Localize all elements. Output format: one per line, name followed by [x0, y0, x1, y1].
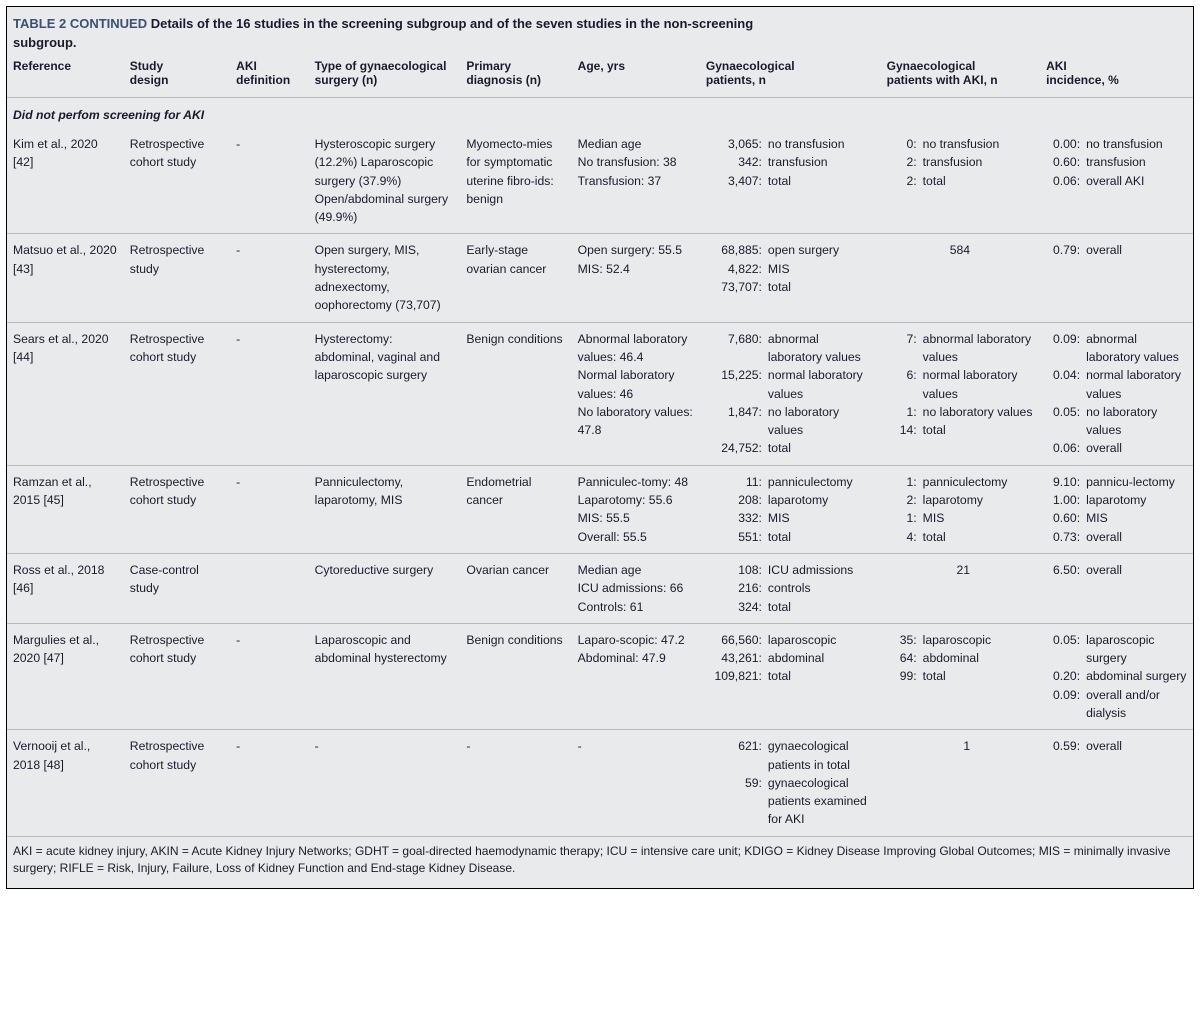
- cell-age: -: [572, 730, 700, 836]
- cell-diagnosis: Ovarian cancer: [460, 553, 571, 623]
- cell-age: Laparo-scopic: 47.2Abdominal: 47.9: [572, 623, 700, 729]
- cell-surgery: Laparoscopic and abdominal hysterectomy: [309, 623, 461, 729]
- cell-surgery: -: [309, 730, 461, 836]
- cell-diagnosis: Myomecto-mies for symptomatic uterine fi…: [460, 128, 571, 234]
- table-row: Sears et al., 2020 [44]Retrospective coh…: [7, 322, 1193, 465]
- cell-patients-aki: 35:laparoscopic64:abdominal99:total: [881, 623, 1040, 729]
- cell-patients-aki: 0:no transfusion2:transfusion2:total: [881, 128, 1040, 234]
- cell-design: Retrospective cohort study: [124, 322, 230, 465]
- table-container: TABLE 2 CONTINUED Details of the 16 stud…: [6, 6, 1194, 889]
- column-header: Reference: [7, 57, 124, 98]
- cell-aki-def: -: [230, 623, 308, 729]
- cell-surgery: Open surgery, MIS, hysterectomy, adnexec…: [309, 234, 461, 322]
- cell-diagnosis: Early-stage ovarian cancer: [460, 234, 571, 322]
- cell-reference: Ramzan et al., 2015 [45]: [7, 465, 124, 553]
- table-row: Vernooij et al., 2018 [48]Retrospective …: [7, 730, 1193, 836]
- cell-surgery: Hysterectomy: abdominal, vaginal and lap…: [309, 322, 461, 465]
- cell-surgery: Hysteroscopic surgery (12.2%) Laparoscop…: [309, 128, 461, 234]
- cell-age: Abnormal laboratory values: 46.4Normal l…: [572, 322, 700, 465]
- cell-patients: 7,680:abnormal laboratory values15,225:n…: [700, 322, 881, 465]
- cell-surgery: Cytoreductive surgery: [309, 553, 461, 623]
- cell-age: Median ageICU admissions: 66 Controls: 6…: [572, 553, 700, 623]
- cell-aki-def: -: [230, 730, 308, 836]
- cell-diagnosis: Endometrial cancer: [460, 465, 571, 553]
- cell-diagnosis: Benign conditions: [460, 623, 571, 729]
- table-body: Did not perfom screening for AKIKim et a…: [7, 97, 1193, 836]
- column-header: Gynaecologicalpatients with AKI, n: [881, 57, 1040, 98]
- cell-reference: Matsuo et al., 2020 [43]: [7, 234, 124, 322]
- cell-aki-def: -: [230, 128, 308, 234]
- column-header: AKIincidence, %: [1040, 57, 1193, 98]
- cell-diagnosis: -: [460, 730, 571, 836]
- cell-patients: 11:panniculectomy208:laparotomy332:MIS55…: [700, 465, 881, 553]
- cell-design: Retrospective cohort study: [124, 730, 230, 836]
- cell-reference: Vernooij et al., 2018 [48]: [7, 730, 124, 836]
- cell-design: Retrospective study: [124, 234, 230, 322]
- cell-age: Open surgery: 55.5MIS: 52.4: [572, 234, 700, 322]
- table-title: TABLE 2 CONTINUED Details of the 16 stud…: [7, 7, 779, 57]
- cell-patients-aki: 584: [881, 234, 1040, 322]
- table-label: TABLE 2 CONTINUED: [13, 16, 147, 31]
- cell-patients: 621:gynaecological patients in total59:g…: [700, 730, 881, 836]
- cell-design: Retrospective cohort study: [124, 128, 230, 234]
- table-row: Ramzan et al., 2015 [45]Retrospective co…: [7, 465, 1193, 553]
- subgroup-heading: Did not perfom screening for AKI: [7, 97, 1193, 128]
- cell-incidence: 0.00:no transfusion0.60:transfusion0.06:…: [1040, 128, 1193, 234]
- cell-incidence: 0.79:overall: [1040, 234, 1193, 322]
- table-row: Matsuo et al., 2020 [43]Retrospective st…: [7, 234, 1193, 322]
- column-header: Studydesign: [124, 57, 230, 98]
- cell-design: Retrospective cohort study: [124, 465, 230, 553]
- cell-patients: 66,560:laparoscopic43,261:abdominal109,8…: [700, 623, 881, 729]
- cell-incidence: 0.09:abnormal laboratory values0.04:norm…: [1040, 322, 1193, 465]
- cell-surgery: Panniculectomy, laparotomy, MIS: [309, 465, 461, 553]
- cell-incidence: 6.50:overall: [1040, 553, 1193, 623]
- cell-age: Median ageNo transfusion: 38Transfusion:…: [572, 128, 700, 234]
- cell-reference: Margulies et al., 2020 [47]: [7, 623, 124, 729]
- cell-patients: 108:ICU admissions216:controls324:total: [700, 553, 881, 623]
- cell-patients-aki: 1: [881, 730, 1040, 836]
- cell-aki-def: -: [230, 234, 308, 322]
- column-header: Age, yrs: [572, 57, 700, 98]
- cell-age: Panniculec-tomy: 48Laparotomy: 55.6MIS: …: [572, 465, 700, 553]
- cell-reference: Kim et al., 2020 [42]: [7, 128, 124, 234]
- table-footnote: AKI = acute kidney injury, AKIN = Acute …: [7, 836, 1193, 888]
- cell-incidence: 0.59:overall: [1040, 730, 1193, 836]
- table-row: Margulies et al., 2020 [47]Retrospective…: [7, 623, 1193, 729]
- cell-patients: 3,065:no transfusion342:transfusion3,407…: [700, 128, 881, 234]
- table-row: Kim et al., 2020 [42]Retrospective cohor…: [7, 128, 1193, 234]
- cell-aki-def: -: [230, 322, 308, 465]
- cell-design: Case-control study: [124, 553, 230, 623]
- column-header: AKIdefinition: [230, 57, 308, 98]
- cell-design: Retrospective cohort study: [124, 623, 230, 729]
- column-header: Type of gynaecologicalsurgery (n): [309, 57, 461, 98]
- cell-patients-aki: 1:panniculectomy2:laparotomy1:MIS4:total: [881, 465, 1040, 553]
- column-header: Primarydiagnosis (n): [460, 57, 571, 98]
- cell-incidence: 0.05:laparoscopic surgery0.20:abdominal …: [1040, 623, 1193, 729]
- table-row: Ross et al., 2018 [46]Case-control study…: [7, 553, 1193, 623]
- table-head: ReferenceStudydesignAKIdefinitionType of…: [7, 57, 1193, 98]
- cell-aki-def: [230, 553, 308, 623]
- cell-aki-def: -: [230, 465, 308, 553]
- cell-patients: 68,885:open surgery4,822:MIS73,707:total: [700, 234, 881, 322]
- cell-reference: Ross et al., 2018 [46]: [7, 553, 124, 623]
- cell-patients-aki: 7:abnormal laboratory values6:normal lab…: [881, 322, 1040, 465]
- cell-reference: Sears et al., 2020 [44]: [7, 322, 124, 465]
- cell-patients-aki: 21: [881, 553, 1040, 623]
- column-header: Gynaecologicalpatients, n: [700, 57, 881, 98]
- data-table: ReferenceStudydesignAKIdefinitionType of…: [7, 57, 1193, 836]
- cell-incidence: 9.10:pannicu-lectomy1.00:laparotomy0.60:…: [1040, 465, 1193, 553]
- cell-diagnosis: Benign conditions: [460, 322, 571, 465]
